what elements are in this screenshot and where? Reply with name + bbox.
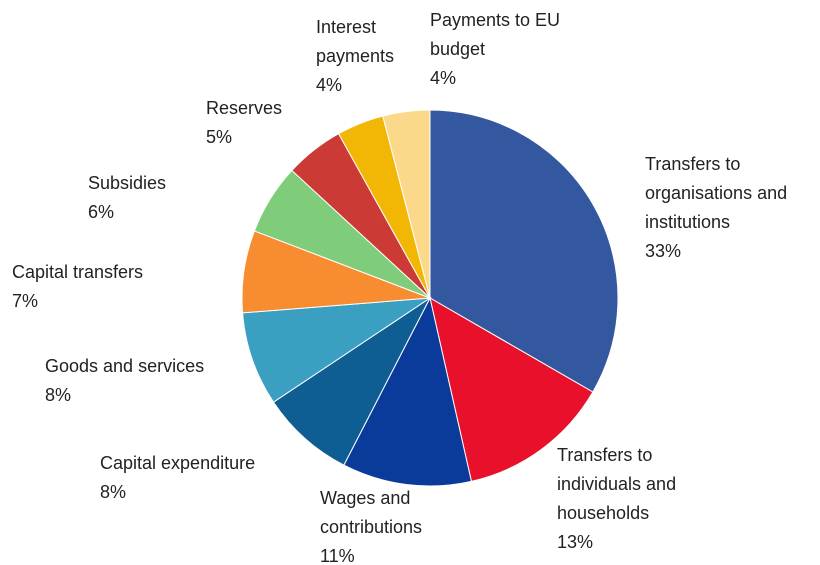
- pie-slice: [429, 109, 619, 393]
- slice-label: Transfers to individuals and households 1…: [557, 441, 717, 557]
- category-name: Capital transfers: [12, 262, 144, 282]
- value-label: 4%: [316, 75, 343, 95]
- pie-slice: [343, 296, 473, 487]
- value-label: 8%: [100, 482, 127, 502]
- value-label: 7%: [12, 291, 39, 311]
- category-name: Interest payments: [316, 17, 395, 66]
- slice-label: Transfers to organisations and instituti…: [645, 150, 820, 266]
- category-name: Capital expenditure: [100, 453, 256, 473]
- category-name: Transfers to individuals and households: [557, 445, 677, 523]
- value-label: 5%: [206, 127, 233, 147]
- value-label: 8%: [45, 385, 72, 405]
- value-label: 33%: [645, 241, 682, 261]
- slice-label: Goods and services 8%: [45, 352, 265, 410]
- category-name: Payments to EU budget: [430, 10, 561, 59]
- slice-label: Wages and contributions 11%: [320, 484, 455, 565]
- pie-slice: [242, 297, 432, 403]
- slice-label: Payments to EU budget 4%: [430, 6, 570, 93]
- slice-label: Subsidies 6%: [88, 169, 238, 227]
- pie-slice: [429, 296, 594, 482]
- value-label: 6%: [88, 202, 115, 222]
- pie-slice: [272, 296, 432, 466]
- category-name: Reserves: [206, 98, 283, 118]
- slice-label: Capital transfers 7%: [12, 258, 232, 316]
- pie-slice: [382, 109, 431, 299]
- value-label: 11%: [320, 546, 355, 565]
- value-label: 4%: [430, 68, 457, 88]
- category-name: Goods and services: [45, 356, 205, 376]
- slice-label: Capital expenditure 8%: [100, 449, 320, 507]
- category-name: Wages and contributions: [320, 488, 423, 537]
- slice-label: Interest payments 4%: [316, 13, 416, 100]
- category-name: Transfers to organisations and instituti…: [645, 154, 788, 232]
- category-name: Subsidies: [88, 173, 167, 193]
- value-label: 13%: [557, 532, 594, 552]
- slice-label: Reserves 5%: [206, 94, 326, 152]
